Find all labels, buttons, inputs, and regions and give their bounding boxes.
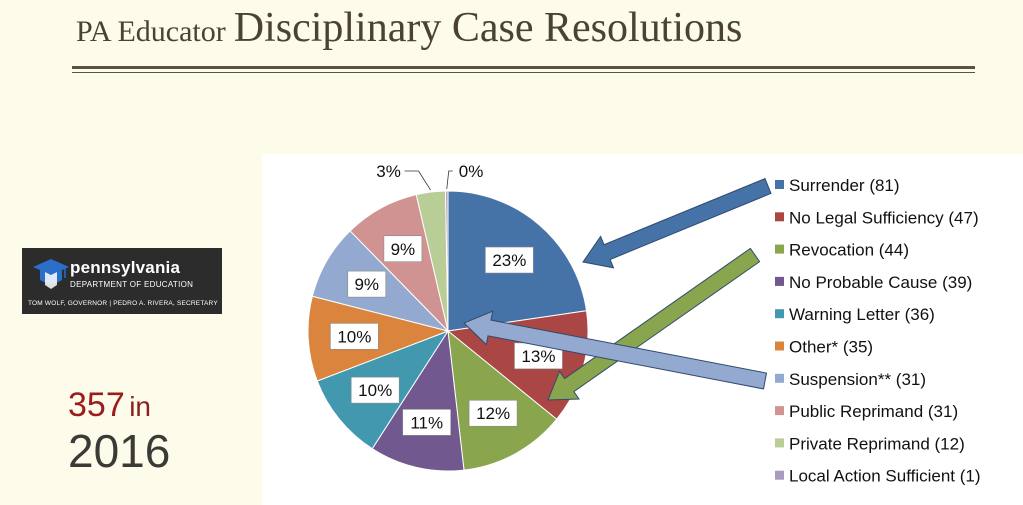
legend-swatch-warning-letter xyxy=(775,309,784,319)
pct-label-local-action-sufficient: 0% xyxy=(459,162,484,181)
legend-label-public-reprimand: Public Reprimand (31) xyxy=(789,402,958,421)
legend-label-private-reprimand: Private Reprimand (12) xyxy=(789,434,965,453)
pct-label-box xyxy=(402,409,452,436)
annotation-arrows xyxy=(463,177,772,401)
legend-label-no-probable-cause: No Probable Cause (39) xyxy=(789,273,972,292)
pct-leader-line xyxy=(404,170,431,191)
pct-label-revocation: 12% xyxy=(476,404,510,423)
pct-label-other: 10% xyxy=(337,327,371,346)
case-year: 2016 xyxy=(68,425,171,477)
pct-label-surrender: 23% xyxy=(492,251,526,270)
pa-education-logo: pennsylvania DEPARTMENT OF EDUCATION TOM… xyxy=(22,248,222,314)
legend-swatch-revocation xyxy=(775,244,784,254)
case-count-line: 357 in xyxy=(68,386,151,425)
legend-swatch-private-reprimand xyxy=(775,438,784,448)
logo-state-name: pennsylvania xyxy=(70,258,181,277)
pct-label-box xyxy=(350,376,400,404)
pie-slice-local-action-sufficient xyxy=(445,190,449,332)
legend-label-other: Other* (35) xyxy=(789,338,873,357)
legend-label-surrender: Surrender (81) xyxy=(789,176,900,195)
pct-label-no-probable-cause: 11% xyxy=(410,413,443,432)
pct-label-box xyxy=(330,323,379,350)
legend-swatch-suspension xyxy=(775,373,784,383)
legend-label-suspension: Suspension** (31) xyxy=(789,370,926,389)
case-count-connector: in xyxy=(129,391,151,422)
case-count: 357 xyxy=(68,386,125,424)
title-main: Disciplinary Case Resolutions xyxy=(233,5,743,51)
legend-label-warning-letter: Warning Letter (36) xyxy=(789,305,935,324)
arrow-revocation xyxy=(547,247,761,401)
pct-label-box xyxy=(485,246,534,274)
title-rule-thin xyxy=(72,72,975,73)
pct-label-private-reprimand: 3% xyxy=(376,162,401,181)
keystone-graduation-cap-icon xyxy=(33,259,69,289)
logo-officials: TOM WOLF, GOVERNOR | PEDRO A. RIVERA, SE… xyxy=(28,300,218,307)
pct-label-warning-letter: 10% xyxy=(358,381,392,400)
title-prefix: PA Educator xyxy=(76,15,226,48)
legend-swatch-public-reprimand xyxy=(775,406,784,416)
pie-slice-no-probable-cause xyxy=(371,329,465,472)
legend-label-revocation: Revocation (44) xyxy=(789,241,909,260)
legend-swatch-other xyxy=(775,341,784,351)
legend-swatch-local-action-sufficient xyxy=(775,470,784,480)
legend-swatch-no-legal-sufficiency xyxy=(775,212,784,222)
pct-label-box xyxy=(468,399,518,427)
title-rule-thick xyxy=(72,66,975,69)
legend-swatch-surrender xyxy=(775,180,784,189)
arrow-suspension xyxy=(463,310,768,390)
arrow-surrender xyxy=(582,177,772,269)
pct-label-box xyxy=(383,235,423,263)
pct-label-public-reprimand: 9% xyxy=(391,240,416,259)
pct-label-box xyxy=(347,270,387,298)
page-title: PA Educator Disciplinary Case Resolution… xyxy=(76,4,742,52)
chart-legend: Surrender (81) No Legal Sufficiency (47) R… xyxy=(775,176,981,486)
pct-leader-line xyxy=(446,170,453,190)
logo-department: DEPARTMENT OF EDUCATION xyxy=(70,280,194,289)
pct-label-no-legal-sufficiency: 13% xyxy=(521,347,555,366)
case-year-line: 2016 xyxy=(68,424,170,478)
legend-label-no-legal-sufficiency: No Legal Sufficiency (47) xyxy=(789,208,979,227)
pct-label-suspension: 9% xyxy=(354,275,379,294)
legend-swatch-no-probable-cause xyxy=(775,276,784,286)
legend-label-local-action-sufficient: Local Action Sufficient (1) xyxy=(789,467,981,486)
